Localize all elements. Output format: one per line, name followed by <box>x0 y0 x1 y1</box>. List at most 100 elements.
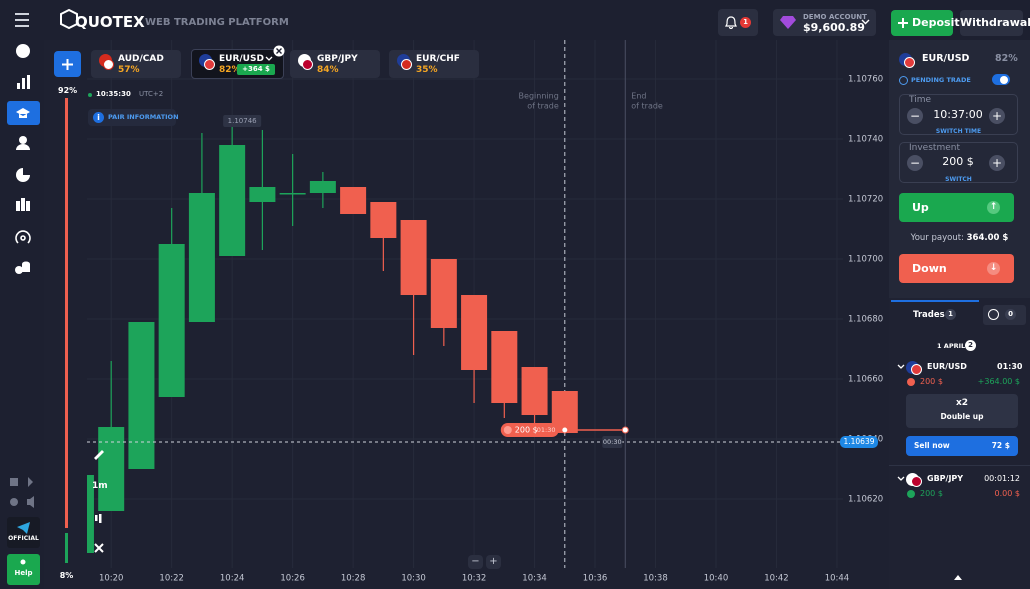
chevron[interactable] <box>897 364 905 369</box>
chart: 1.106201.106401.106601.106801.107001.107… <box>87 40 884 584</box>
close-tab[interactable] <box>273 45 285 57</box>
indicators-tool[interactable] <box>95 514 102 523</box>
chevron[interactable] <box>265 56 273 61</box>
y-tick-label: 1.10620 <box>848 495 883 505</box>
zoom-in[interactable]: + <box>486 555 501 569</box>
x-tick-label: 10:20 <box>99 574 124 584</box>
help-box[interactable] <box>7 554 40 585</box>
investment-plus[interactable]: + <box>989 155 1005 171</box>
trades-date: 1 APRIL <box>937 342 966 350</box>
notification-count: 1 <box>740 17 751 28</box>
profile-icon[interactable] <box>16 136 30 150</box>
signals-icon[interactable] <box>15 230 31 244</box>
payout-label: Your payout: <box>910 233 964 243</box>
notifications-button[interactable]: 1 <box>718 9 758 36</box>
analytics-icon[interactable] <box>16 168 30 182</box>
time-minus[interactable]: − <box>907 108 923 124</box>
y-tick-label: 1.10660 <box>848 375 883 385</box>
account-button[interactable]: DEMO ACCOUNT $9,600.89 <box>773 9 876 36</box>
x-tick-label: 10:34 <box>522 574 547 584</box>
scroll-up[interactable] <box>954 575 962 580</box>
double-multiplier: x2 <box>955 398 969 408</box>
investment-value[interactable]: 200 $ <box>942 155 974 168</box>
double-up-button[interactable]: x2 Double up <box>906 394 1018 428</box>
zoom-out[interactable]: − <box>468 555 483 569</box>
tab-payout: 82% <box>219 65 241 75</box>
pair-information-button[interactable]: i PAIR INFORMATION <box>88 109 179 126</box>
tab-pair: GBP/JPY <box>317 54 358 64</box>
menu-icon[interactable] <box>15 13 29 27</box>
toggle-knob <box>1000 75 1008 84</box>
candle-body <box>461 295 488 370</box>
logo: QUOTEX <box>75 13 145 31</box>
x-tick-label: 10:32 <box>462 574 487 584</box>
down-button[interactable]: Down ↓ <box>899 254 1014 283</box>
trades-tab[interactable]: Trades <box>913 310 945 320</box>
deposit-button[interactable]: Deposit <box>891 10 960 36</box>
trade-amount: 200 $ <box>920 489 943 498</box>
asset-tab[interactable]: GBP/JPY 84% <box>290 50 380 78</box>
payout-value: 364.00 $ <box>966 233 1009 243</box>
investment-label: Investment <box>907 143 962 153</box>
help-dot <box>20 559 26 565</box>
max-label-box <box>223 115 262 127</box>
chevron[interactable] <box>897 476 905 481</box>
asset-tab[interactable]: EUR/CHF 35% <box>389 50 479 78</box>
pending-count: 0 <box>1005 309 1016 320</box>
y-tick-label: 1.10740 <box>848 135 883 145</box>
help-icon[interactable] <box>16 44 30 58</box>
chart-icon[interactable] <box>17 75 30 89</box>
annotation: Beginning <box>519 92 559 101</box>
tab-pair: AUD/CAD <box>118 54 164 64</box>
help-label: Help <box>14 569 33 577</box>
asset-tab[interactable]: AUD/CAD 57% <box>91 50 181 78</box>
panel-payout: 82% <box>995 53 1018 64</box>
switch-investment[interactable]: SWITCH <box>945 176 972 183</box>
up-icon <box>907 490 915 498</box>
tab-pair: EUR/USD <box>219 54 264 64</box>
tools-icon[interactable] <box>94 543 104 553</box>
trade-time-left: 01:30 <box>537 426 556 434</box>
switch-time[interactable]: SWITCH TIME <box>935 128 982 135</box>
trade-profit: +364.00 $ <box>977 377 1020 386</box>
time-value[interactable]: 10:37:00 <box>933 108 983 121</box>
bottom-tools[interactable] <box>10 477 34 508</box>
y-tick-label: 1.10680 <box>848 315 883 325</box>
sell-value: 72 $ <box>991 441 1010 450</box>
x-tick-label: 10:38 <box>643 574 668 584</box>
coins-icon[interactable] <box>15 261 30 275</box>
trade-pair: GBP/JPY <box>927 474 964 483</box>
sell-now-button[interactable]: Sell now 72 $ <box>906 436 1018 456</box>
sentiment-down: 8% <box>59 571 74 580</box>
date-count: 2 <box>965 340 976 351</box>
market-icon[interactable] <box>16 198 30 211</box>
separator <box>889 465 1030 466</box>
sentiment-bar-down <box>65 533 68 563</box>
timeframe[interactable]: 1m <box>92 481 108 491</box>
deposit-label: Deposit <box>912 16 960 29</box>
pending-tab[interactable]: 0 <box>983 305 1026 325</box>
asset-tab-active[interactable]: EUR/USD 82% +364 $ <box>191 49 284 79</box>
time-plus[interactable]: + <box>989 108 1005 124</box>
withdrawal-button[interactable]: Withdrawal <box>960 10 1030 36</box>
tab-underline <box>891 300 979 302</box>
x-tick-label: 10:26 <box>280 574 305 584</box>
investment-minus[interactable]: − <box>907 155 923 171</box>
up-button[interactable]: Up ↑ <box>899 193 1014 222</box>
candle-body <box>279 193 306 195</box>
draw-tool[interactable] <box>94 450 104 460</box>
pending-toggle[interactable] <box>992 74 1010 85</box>
sell-label: Sell now <box>914 441 950 450</box>
flag <box>204 59 215 70</box>
y-tick-label: 1.10720 <box>848 195 883 205</box>
timezone: UTC+2 <box>139 90 164 98</box>
panel-pair: EUR/USD <box>922 53 970 64</box>
candle-body <box>521 367 548 415</box>
telegram-box[interactable] <box>7 517 40 548</box>
logo-icon <box>60 8 78 30</box>
add-tab-button[interactable] <box>54 51 81 77</box>
chart-tools[interactable] <box>92 446 106 564</box>
candle-body <box>400 220 427 295</box>
